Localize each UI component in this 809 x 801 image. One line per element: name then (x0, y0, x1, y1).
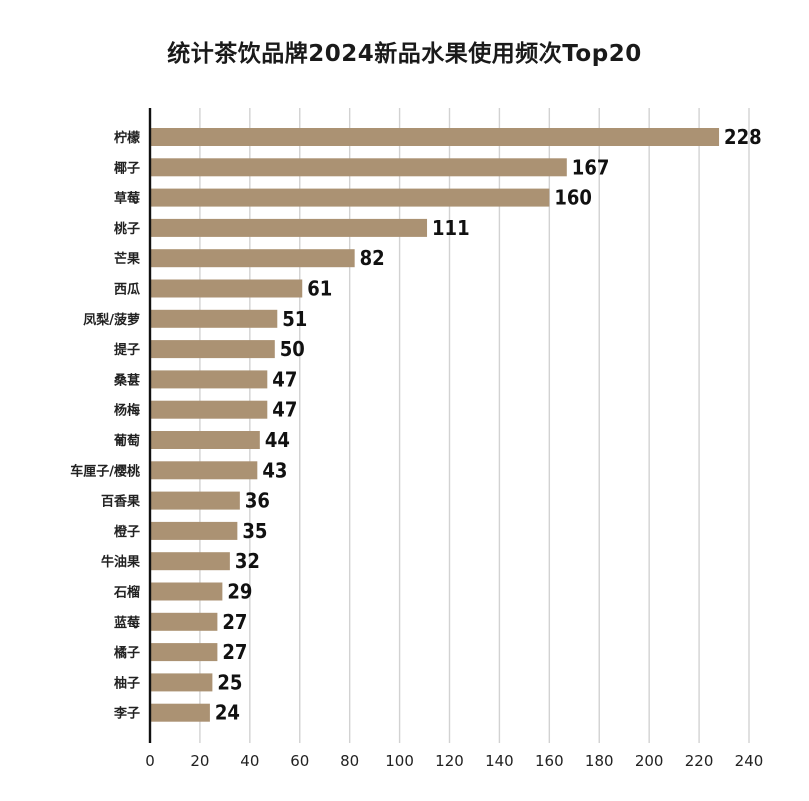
value-label: 111 (432, 216, 470, 240)
grid-layer (199, 108, 750, 743)
category-label: 橘子 (113, 645, 140, 661)
value-label: 35 (242, 519, 267, 543)
x-tick-label: 80 (340, 752, 359, 770)
value-label: 27 (222, 640, 247, 664)
bar (150, 673, 213, 692)
x-tick-label: 20 (190, 752, 209, 770)
category-label: 橙子 (114, 524, 140, 540)
bar (150, 582, 223, 601)
category-label: 凤梨/菠萝 (83, 312, 140, 328)
value-label: 25 (217, 670, 242, 694)
category-label: 李子 (113, 706, 140, 722)
bar (150, 249, 355, 268)
value-label: 51 (282, 307, 307, 331)
category-label: 牛油果 (101, 554, 140, 570)
bar (150, 643, 218, 662)
category-label: 石榴 (113, 585, 140, 601)
category-label: 葡萄 (113, 433, 140, 449)
bar (150, 431, 260, 449)
bar-layer (150, 128, 720, 722)
bar (150, 128, 720, 146)
bar (150, 279, 303, 298)
value-label: 44 (265, 428, 290, 452)
value-label: 61 (307, 277, 332, 301)
value-label: 27 (222, 610, 247, 634)
x-tick-label: 160 (535, 752, 564, 770)
bar (150, 370, 268, 389)
x-tick-label: 140 (485, 752, 514, 770)
bar (150, 309, 278, 328)
bar (150, 158, 567, 177)
x-tick-label: 220 (685, 752, 714, 770)
value-label: 29 (227, 580, 252, 604)
category-label: 提子 (114, 342, 140, 358)
value-label: 167 (572, 155, 610, 179)
value-label: 43 (262, 458, 287, 482)
x-tick-label: 120 (435, 752, 464, 770)
value-label: 50 (280, 337, 305, 361)
chart-title: 统计茶饮品牌2024新品水果使用频次Top20 (167, 41, 642, 67)
bar (150, 461, 258, 480)
bar (150, 552, 230, 571)
x-tick-label: 40 (240, 752, 259, 770)
category-label: 草莓 (114, 191, 140, 207)
bar (150, 521, 238, 540)
value-label: 32 (235, 549, 260, 573)
bar (150, 491, 240, 510)
bar (150, 400, 268, 419)
category-label: 杨梅 (114, 403, 140, 419)
category-label: 桃子 (114, 221, 140, 237)
value-label: 160 (554, 186, 592, 210)
x-tick-label: 200 (635, 752, 664, 770)
bar (150, 703, 210, 722)
bar (150, 188, 550, 207)
value-label: 36 (245, 489, 270, 513)
value-label: 47 (272, 398, 297, 422)
bar (150, 612, 218, 631)
x-tick-label: 60 (290, 752, 309, 770)
category-label: 桑葚 (113, 372, 140, 388)
label-layer: 柠檬 228 椰子 167 草莓 160 桃子 111 芒果 82 西瓜 61 凤梨/菠萝 51 提子 50 桑… (70, 125, 761, 725)
category-label: 柠檬 (114, 130, 140, 146)
category-label: 芒果 (114, 251, 140, 267)
category-label: 蓝莓 (114, 615, 140, 631)
bar (150, 340, 275, 359)
x-tick-label: 180 (585, 752, 614, 770)
category-label: 百香果 (101, 494, 140, 510)
bar (150, 218, 428, 237)
x-tick-label: 0 (145, 752, 155, 770)
category-label: 车厘子/樱桃 (70, 463, 140, 479)
value-label: 82 (360, 246, 385, 270)
x-tick-label: 240 (735, 752, 764, 770)
x-tick-label: 100 (385, 752, 414, 770)
axis-layer: 0 20 40 60 80 100 120 140 160 180 200 220 240 (145, 108, 763, 770)
category-label: 柚子 (114, 675, 140, 691)
category-label: 椰子 (114, 160, 140, 176)
category-label: 西瓜 (114, 283, 140, 298)
value-label: 24 (215, 701, 240, 725)
value-label: 228 (724, 125, 762, 149)
value-label: 47 (272, 367, 297, 391)
